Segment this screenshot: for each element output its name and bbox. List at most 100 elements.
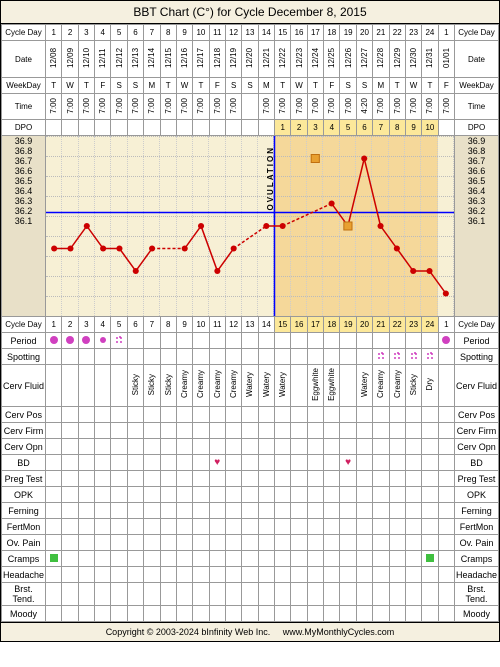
cell (324, 583, 340, 606)
cell (438, 120, 454, 136)
cell (389, 471, 405, 487)
cell (275, 439, 291, 455)
cell: 1 (46, 317, 62, 333)
cell (275, 349, 291, 365)
cell (176, 583, 192, 606)
cell (225, 455, 241, 471)
cell: Sticky (127, 365, 143, 407)
cell (356, 503, 372, 519)
cell (160, 606, 176, 622)
cell (373, 407, 389, 423)
cramp-square-icon (50, 554, 58, 562)
cell (160, 535, 176, 551)
cell (160, 567, 176, 583)
cell (95, 407, 111, 423)
cell (160, 487, 176, 503)
cell: 1 (438, 25, 454, 41)
cell (176, 567, 192, 583)
cell: 12/31 (422, 41, 438, 78)
cell (438, 503, 454, 519)
cell (127, 487, 143, 503)
cell (193, 551, 209, 567)
cell (111, 606, 127, 622)
cell (340, 583, 356, 606)
cell (78, 567, 94, 583)
cell: 7:00 (438, 94, 454, 120)
cell: 7:00 (373, 94, 389, 120)
cell (176, 423, 192, 439)
cell (193, 606, 209, 622)
cell (225, 503, 241, 519)
cell: 22 (389, 317, 405, 333)
cell (307, 333, 323, 349)
cell (160, 583, 176, 606)
cell: 14 (258, 317, 274, 333)
cell (242, 94, 258, 120)
cell (193, 439, 209, 455)
cell (389, 487, 405, 503)
cell (46, 535, 62, 551)
cell: 7 (373, 120, 389, 136)
cell (373, 503, 389, 519)
cell: 9 (176, 317, 192, 333)
cell: Watery (242, 365, 258, 407)
cell: 6 (356, 120, 372, 136)
cell (209, 567, 225, 583)
cell (209, 423, 225, 439)
cell (209, 407, 225, 423)
cell (438, 407, 454, 423)
cell (438, 583, 454, 606)
cell (144, 455, 160, 471)
cell: 7:00 (160, 94, 176, 120)
cell: 12/12 (111, 41, 127, 78)
cell: 24 (422, 317, 438, 333)
cell: Watery (275, 365, 291, 407)
cell (405, 606, 421, 622)
cell (62, 407, 78, 423)
cell (242, 519, 258, 535)
cell: 6 (127, 25, 143, 41)
cell (422, 349, 438, 365)
cell (258, 407, 274, 423)
cell (46, 567, 62, 583)
cell (127, 503, 143, 519)
cell: 7:00 (111, 94, 127, 120)
cell: 12/09 (62, 41, 78, 78)
cycle-day-row: Cycle Day 123456789101112131415161718192… (2, 25, 499, 41)
cell: 17 (307, 25, 323, 41)
cell (209, 535, 225, 551)
cell (209, 551, 225, 567)
cell (209, 487, 225, 503)
cell (160, 120, 176, 136)
cell (275, 503, 291, 519)
cell: 23 (405, 317, 421, 333)
cell (62, 487, 78, 503)
cell: 12/14 (144, 41, 160, 78)
cell (160, 503, 176, 519)
cell (405, 333, 421, 349)
cell: 11 (209, 317, 225, 333)
cell (258, 583, 274, 606)
cell (438, 606, 454, 622)
cell (46, 606, 62, 622)
cell (95, 423, 111, 439)
cell (95, 349, 111, 365)
cell (62, 503, 78, 519)
cell (291, 551, 307, 567)
cell (373, 583, 389, 606)
cell: 9 (176, 25, 192, 41)
cell (176, 455, 192, 471)
cell: 3 (78, 317, 94, 333)
cell: 13 (242, 25, 258, 41)
cell (193, 423, 209, 439)
cell (127, 519, 143, 535)
cell (340, 333, 356, 349)
cell (144, 439, 160, 455)
cell (62, 471, 78, 487)
cell (422, 471, 438, 487)
cell (242, 606, 258, 622)
cell: 7:00 (389, 94, 405, 120)
cell (242, 583, 258, 606)
cell (307, 606, 323, 622)
cell: 5 (111, 25, 127, 41)
